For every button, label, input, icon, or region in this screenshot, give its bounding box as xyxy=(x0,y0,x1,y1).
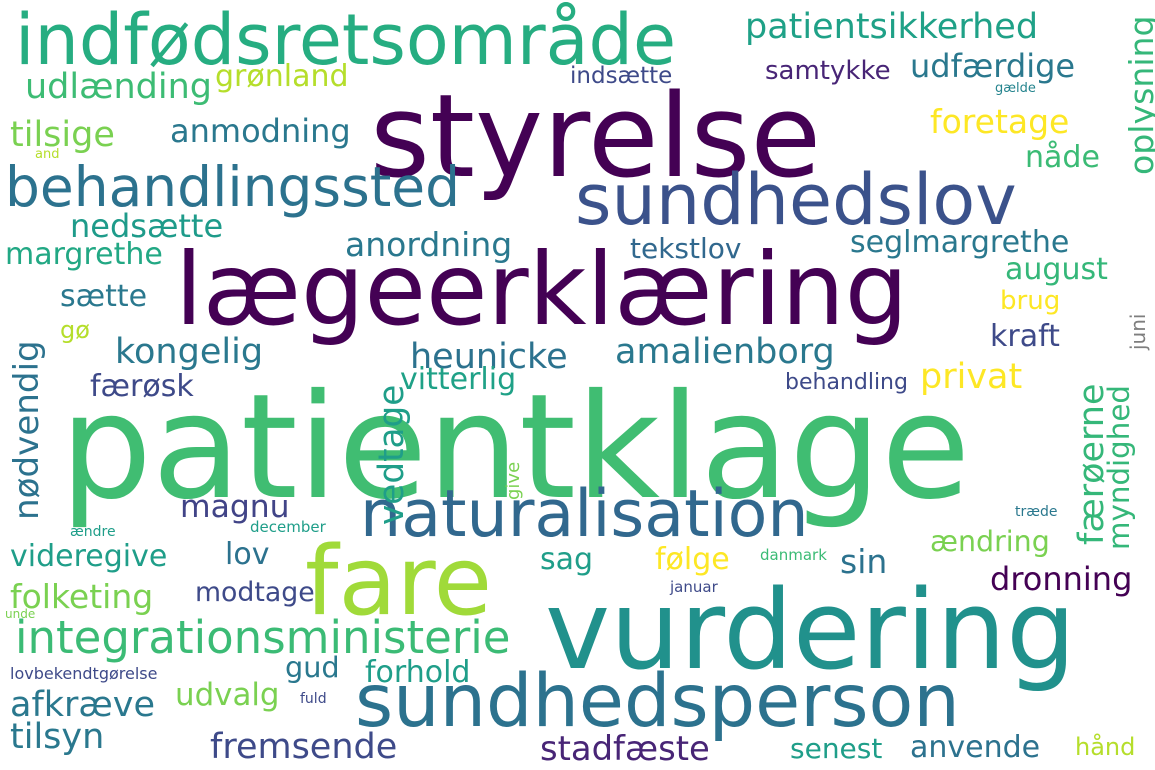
word-tilsige: tilsige xyxy=(10,115,115,155)
word-danmark: danmark xyxy=(760,546,827,564)
word-gud: gud xyxy=(285,650,340,684)
word-goe: gø xyxy=(60,316,90,344)
word-gaelde: gælde xyxy=(995,81,1036,96)
word-udfaerdige: udfærdige xyxy=(910,47,1076,85)
word-naade: nåde xyxy=(1025,140,1100,175)
word-vitterlig: vitterlig xyxy=(400,362,517,397)
word-oplysning: oplysning xyxy=(1122,15,1155,175)
word-aendring: ændring xyxy=(930,525,1050,558)
word-modtage: modtage xyxy=(195,577,315,608)
word-noedvendig: nødvendig xyxy=(7,340,47,520)
word-privat: privat xyxy=(920,357,1023,397)
word-magnu: magnu xyxy=(180,489,290,525)
word-fuld: fuld xyxy=(300,691,327,707)
word-udvalg: udvalg xyxy=(175,677,280,713)
word-forhold: forhold xyxy=(365,655,471,690)
word-sundhedslov: sundhedslov xyxy=(575,159,1017,241)
word-margrethe: margrethe xyxy=(5,237,163,272)
word-anmodning: anmodning xyxy=(170,112,351,150)
word-dronning: dronning xyxy=(990,560,1133,598)
word-videregive: videregive xyxy=(10,539,168,574)
word-vurdering: vurdering xyxy=(545,566,1076,694)
word-groenland: grønland xyxy=(215,59,349,94)
word-vedtage: vedtage xyxy=(372,384,412,525)
word-lovbekendtgoerelse: lovbekendtgørelse xyxy=(10,664,158,683)
word-indsaette: indsætte xyxy=(570,63,673,89)
word-faeroesk: færøsk xyxy=(90,369,194,404)
word-anvende: anvende xyxy=(910,730,1041,765)
word-folketing: folketing xyxy=(10,577,154,616)
word-tilsyn: tilsyn xyxy=(10,717,105,757)
word-saette: sætte xyxy=(60,279,148,314)
word-indfoedsretsomraade: indfødsretsområde xyxy=(15,0,677,81)
word-kongelig: kongelig xyxy=(115,332,264,372)
word-sin: sin xyxy=(840,542,888,581)
word-seglmargrethe: seglmargrethe xyxy=(850,225,1070,260)
word-fare: fare xyxy=(305,527,493,637)
word-anordning: anordning xyxy=(345,225,513,264)
word-nedsaette: nedsætte xyxy=(70,207,224,245)
word-sundhedsperson: sundhedsperson xyxy=(355,659,960,744)
word-aendre: ændre xyxy=(70,524,116,540)
word-tekstlov: tekstlov xyxy=(630,232,742,265)
word-januar: januar xyxy=(670,578,718,596)
word-traede: træde xyxy=(1015,504,1058,520)
word-samtykke: samtykke xyxy=(765,56,891,86)
word-naturalisation: naturalisation xyxy=(360,477,809,552)
word-senest: senest xyxy=(790,732,883,765)
word-styrelse: styrelse xyxy=(370,70,822,204)
word-heunicke: heunicke xyxy=(410,337,568,377)
word-kraft: kraft xyxy=(990,319,1060,354)
word-august: august xyxy=(1005,252,1108,287)
word-laegeerklaering: lægeerklæring xyxy=(175,231,909,348)
word-udlaending: udlænding xyxy=(25,67,213,107)
word-foelge: følge xyxy=(655,542,730,577)
word-amalienborg: amalienborg xyxy=(615,332,835,372)
word-behandlingssted: behandlingssted xyxy=(5,155,461,219)
word-integrationsministerie: integrationsministerie xyxy=(15,611,511,664)
word-december: december xyxy=(250,518,326,536)
word-haand: hånd xyxy=(1075,733,1136,761)
word-give: give xyxy=(503,461,524,500)
word-stadfaeste: stadfæste xyxy=(540,729,710,768)
word-sag: sag xyxy=(540,542,594,577)
word-patientsikkerhed: patientsikkerhed xyxy=(745,7,1039,47)
word-lov: lov xyxy=(225,537,270,572)
word-afkraeve: afkræve xyxy=(10,685,156,725)
word-brug: brug xyxy=(1000,286,1061,316)
word-fremsende: fremsende xyxy=(210,727,398,767)
word-juni: juni xyxy=(1126,313,1150,350)
word-patientklage: patientklage xyxy=(60,363,971,532)
word-behandling: behandling xyxy=(785,370,908,395)
word-myndighed: myndighed xyxy=(1102,385,1136,550)
word-foretage: foretage xyxy=(930,102,1070,141)
word-unde: unde xyxy=(5,607,36,621)
word-and: and xyxy=(35,147,60,162)
